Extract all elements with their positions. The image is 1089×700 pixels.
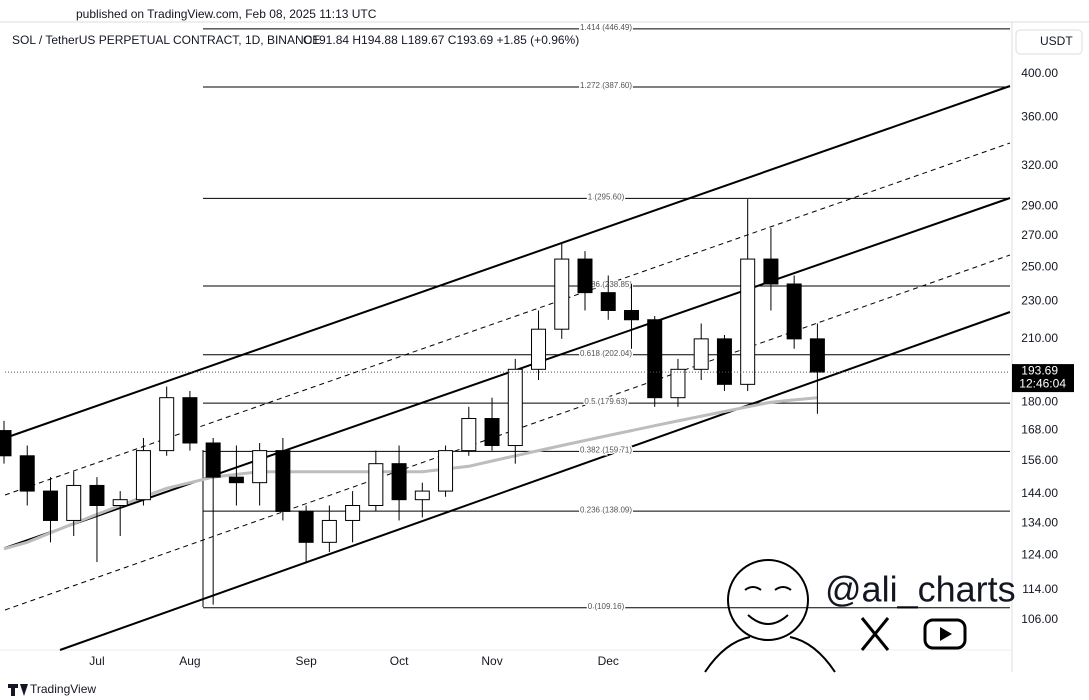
x-logo xyxy=(860,617,890,651)
candle-body xyxy=(507,368,523,447)
candle-body xyxy=(670,368,686,399)
candle-body xyxy=(345,505,361,521)
candle-body xyxy=(809,338,825,373)
candle-body xyxy=(647,319,663,399)
y-tick-label: 114.00 xyxy=(1022,582,1058,596)
candle-body xyxy=(623,310,639,321)
last-price-label: 193.69 xyxy=(1021,363,1058,377)
countdown: 12:46:04 xyxy=(1019,376,1066,390)
candle-body xyxy=(600,292,616,312)
currency-box[interactable] xyxy=(1015,29,1083,55)
candle-body xyxy=(763,258,779,285)
y-tick-label: 290.00 xyxy=(1021,198,1058,212)
y-tick-label: 230.00 xyxy=(1021,294,1058,308)
youtube-logo xyxy=(923,618,967,650)
fib-label: 1 (295.60) xyxy=(588,192,625,201)
last-price-box xyxy=(1012,364,1074,393)
channel-dashed-upper xyxy=(4,142,1011,496)
brand-logo xyxy=(8,684,28,696)
candle-body xyxy=(414,490,430,501)
x-tick-label: Aug xyxy=(179,654,200,668)
y-tick-label: 144.00 xyxy=(1021,486,1058,500)
y-tick-label: 134.00 xyxy=(1021,516,1058,530)
channel-lower xyxy=(59,311,1011,651)
ohlc-legend: O191.84 H194.88 L189.67 C193.69 +1.85 (+… xyxy=(303,33,579,47)
candle-body xyxy=(716,338,732,385)
channel-drawings xyxy=(4,85,1011,651)
y-tick-label: 270.00 xyxy=(1021,228,1058,242)
fib-label: 0.5 (179.63) xyxy=(584,397,627,406)
symbol-title: SOL / TetherUS PERPETUAL CONTRACT, 1D, B… xyxy=(12,33,320,47)
candle-body xyxy=(182,397,198,444)
candle-body xyxy=(42,490,58,521)
candle-body xyxy=(19,455,35,492)
x-tick-label: Jul xyxy=(89,654,104,668)
candle-body xyxy=(391,463,407,501)
fib-label: 1.414 (446.49) xyxy=(580,23,632,32)
candle-body xyxy=(275,450,291,512)
y-tick-label: 210.00 xyxy=(1021,331,1058,345)
fib-label: 0.618 (202.04) xyxy=(580,349,632,358)
candle-body xyxy=(252,450,268,484)
candle-body xyxy=(159,397,175,452)
candle-body xyxy=(461,418,477,452)
brand: TradingView xyxy=(30,682,96,696)
y-tick-label: 124.00 xyxy=(1021,548,1058,562)
candle-body xyxy=(205,442,221,478)
avatar-face xyxy=(727,559,809,641)
watermark: @ali_charts xyxy=(825,569,1016,610)
candle-body xyxy=(368,463,384,507)
candle-body xyxy=(135,450,151,501)
x-tick-label: Dec xyxy=(598,654,619,668)
candle-body xyxy=(228,476,244,484)
candle-body xyxy=(740,258,756,385)
candle-body xyxy=(531,328,547,370)
y-tick-label: 250.00 xyxy=(1021,259,1058,273)
candle-body xyxy=(89,484,105,507)
fib-label: 0.382 (159.71) xyxy=(580,445,632,454)
x-tick-label: Oct xyxy=(390,654,409,668)
x-tick-label: Nov xyxy=(481,654,502,668)
candle-body xyxy=(484,418,500,447)
y-tick-label: 320.00 xyxy=(1021,158,1058,172)
y-tick-label: 156.00 xyxy=(1021,453,1058,467)
candle-body xyxy=(0,430,12,457)
candle-body xyxy=(438,450,454,492)
fib-label: 0.236 (138.09) xyxy=(580,505,632,514)
youtube-play xyxy=(940,627,952,641)
channel-upper xyxy=(4,85,1011,439)
fib-label: 0 (109.16) xyxy=(588,602,625,611)
y-tick-label: 400.00 xyxy=(1021,66,1058,80)
avatar-shoulders xyxy=(704,636,836,673)
candle-body xyxy=(786,283,802,340)
channel-dashed-lower xyxy=(4,254,1011,611)
y-tick-label: 180.00 xyxy=(1021,394,1058,408)
candle-body xyxy=(321,519,337,543)
y-tick-label: 106.00 xyxy=(1021,612,1058,626)
watermark-art xyxy=(704,559,967,673)
fib-label: 1.272 (387.60) xyxy=(580,81,632,90)
y-tick-label: 168.00 xyxy=(1021,423,1058,437)
published-note: published on TradingView.com, Feb 08, 20… xyxy=(76,7,377,21)
candle-body xyxy=(577,258,593,294)
channel-middle xyxy=(4,197,1011,549)
candle-body xyxy=(298,510,314,543)
y-tick-label: 360.00 xyxy=(1021,110,1058,124)
candle-body xyxy=(66,484,82,521)
x-tick-label: Sep xyxy=(295,654,317,668)
currency: USDT xyxy=(1040,34,1073,48)
candle-body xyxy=(112,499,128,507)
candle-body xyxy=(693,338,709,370)
candle-body xyxy=(554,258,570,330)
avatar-features xyxy=(744,586,792,625)
